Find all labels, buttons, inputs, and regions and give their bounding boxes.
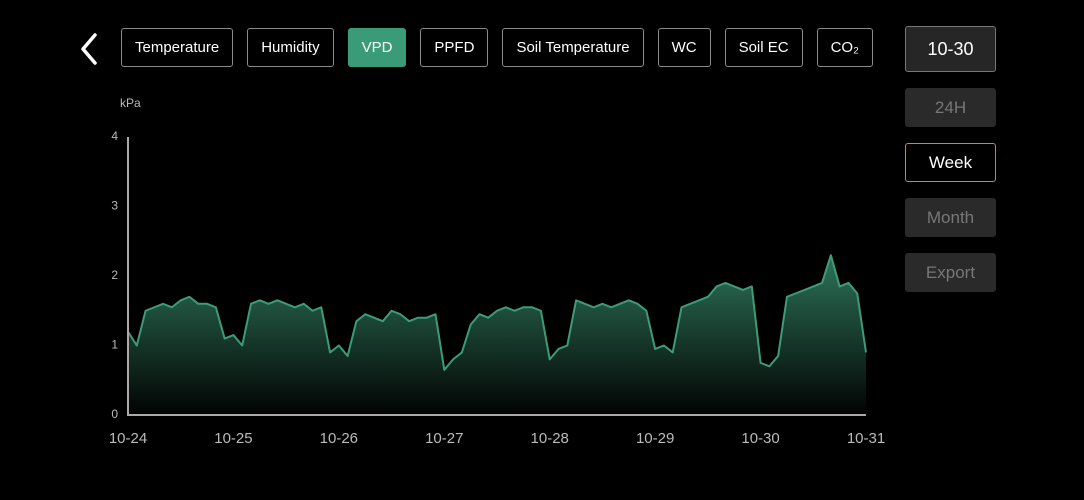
x-tick-label: 10-30: [741, 430, 779, 447]
y-tick-label: 3: [111, 199, 118, 213]
line: [127, 254, 867, 371]
x-tick-label: 10-25: [214, 430, 252, 447]
x-tick-label: 10-26: [320, 430, 358, 447]
x-tick-label: 10-28: [531, 430, 569, 447]
x-tick-label: 10-29: [636, 430, 674, 447]
x-tick-label: 10-31: [847, 430, 885, 447]
tab[interactable]: Temperature: [121, 28, 234, 67]
range-button[interactable]: Export: [905, 253, 996, 292]
y-tick-label: 4: [111, 129, 118, 143]
y-tick-label: 2: [111, 268, 118, 282]
axis: [127, 137, 866, 416]
y-tick-label: 1: [111, 338, 118, 352]
tab[interactable]: Soil Temperature: [502, 28, 644, 67]
x-tick-label: 10-24: [109, 430, 147, 447]
date-button[interactable]: 10-30: [905, 26, 996, 72]
y-axis-label: kPa: [120, 96, 141, 110]
tab[interactable]: CO₂: [816, 28, 873, 67]
range-button[interactable]: Month: [905, 198, 996, 237]
side-panel: 10-30 24H Week Month Export: [905, 26, 996, 308]
tab-bar: Temperature Humidity VPD PPFD Soil Temperatu…: [121, 28, 873, 67]
tab[interactable]: Humidity: [247, 28, 334, 67]
y-tick-label: 0: [111, 407, 118, 421]
tab[interactable]: WC: [657, 28, 711, 67]
area: [128, 255, 866, 415]
range-button[interactable]: Week: [905, 143, 996, 182]
tab[interactable]: VPD: [347, 28, 407, 67]
tab[interactable]: Soil EC: [724, 28, 803, 67]
range-button[interactable]: 24H: [905, 88, 996, 127]
x-tick-label: 10-27: [425, 430, 463, 447]
tab[interactable]: PPFD: [420, 28, 489, 67]
back-button[interactable]: [78, 32, 100, 66]
